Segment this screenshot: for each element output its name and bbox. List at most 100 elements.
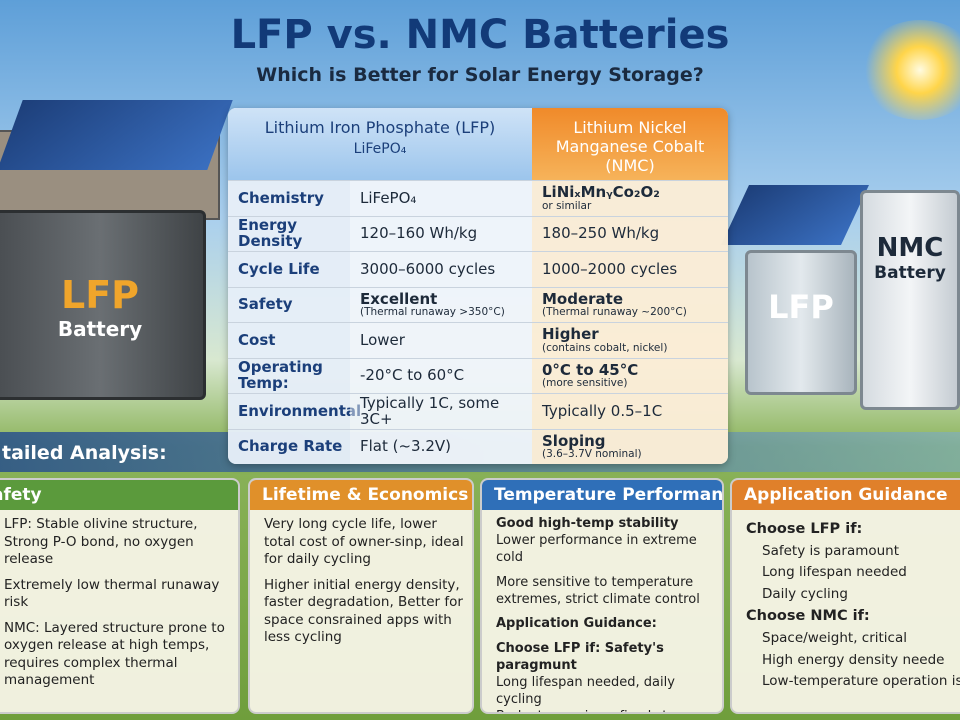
cell-text: LiFePO₄ — [360, 188, 417, 207]
table-cell: Safety — [228, 287, 350, 323]
column-formula: LiFePO₄ — [353, 141, 407, 157]
table-cell: Cost — [228, 323, 350, 358]
card-title: Application Guidance — [732, 480, 960, 510]
cell-note: (more sensitive) — [542, 377, 628, 390]
card-text: Good high-temp stability — [496, 516, 679, 531]
cell-text: Flat (~3.2V) — [360, 437, 452, 456]
table-cell: LiNiₓMnᵧCo₂O₂ or similar — [532, 181, 728, 216]
table-cell: 120–160 Wh/kg — [350, 216, 532, 252]
guidance-item: Long lifespan needed — [762, 564, 907, 581]
table-cell: LiFePO₄ — [350, 181, 532, 216]
cell-text: Lower — [360, 330, 405, 349]
table-row: Safety Excellent (Thermal runaway >350°C) M… — [228, 286, 728, 323]
guidance-heading: Choose NMC if: — [746, 608, 870, 625]
card-text: Application Guidance: — [496, 616, 657, 632]
column-title: Lithium Nickel Manganese Cobalt (NMC) — [555, 118, 705, 175]
table-row: Chemistry LiFePO₄ LiNiₓMnᵧCo₂O₂ or similar — [228, 180, 728, 216]
card-text: Lower performance in extreme cold — [496, 532, 697, 565]
card-title: Temperature Performance — [482, 480, 722, 510]
table-cell: Cycle Life — [228, 252, 350, 287]
table-row: Cost Lower Higher (contains cobalt, nickel) — [228, 322, 728, 358]
cell-text: Charge Rate — [238, 437, 343, 456]
card-title: Lifetime & Economics — [250, 480, 472, 510]
cell-note: (Thermal runaway >350°C) — [360, 306, 505, 319]
table-cell: Operating Temp: — [228, 358, 350, 394]
solar-panel — [721, 185, 869, 245]
cell-note: (contains cobalt, nickel) — [542, 341, 668, 354]
card-text: Extremely low thermal runaway risk — [4, 576, 220, 611]
title: LFP vs. NMC Batteries — [230, 12, 730, 58]
cell-text: Operating Temp: — [238, 358, 323, 392]
card-text: Budget-conscious, fixed storage — [496, 709, 714, 712]
lfp-battery: LFP Battery — [0, 210, 206, 400]
guidance-heading: Choose LFP if: — [746, 521, 863, 537]
table-cell: Flat (~3.2V) — [350, 429, 532, 464]
cell-text: Cycle Life — [238, 259, 320, 278]
battery-label: LFP — [60, 273, 140, 317]
card: Lifetime & Economics Very long cycle life… — [248, 478, 474, 714]
cell-text: 1000–2000 cycles — [542, 259, 678, 278]
cell-text: 180–250 Wh/kg — [542, 224, 660, 243]
cell-text: 3000–6000 cycles — [360, 259, 496, 278]
table-cell: Typically 1C, some 3C+ — [350, 394, 532, 429]
card-body: LFP: Stable olivine structure, Strong P-… — [0, 510, 238, 690]
card-text: Very long cycle life, lower total cost o… — [264, 516, 464, 568]
card-body: Choose LFP if: Safety is paramount Long li… — [732, 510, 960, 691]
table-cell: Typically 0.5–1C — [532, 394, 728, 429]
cell-text: 0°C to 45°C — [542, 360, 639, 379]
solar-panel — [0, 100, 233, 170]
cell-text: Moderate — [542, 289, 624, 308]
card: afety LFP: Stable olivine structure, Stro… — [0, 478, 240, 714]
table-cell: Lower — [350, 323, 532, 358]
table-cell: -20°C to 60°C — [350, 358, 532, 394]
battery-sublabel: Battery — [874, 263, 946, 283]
nmc-battery: NMC Battery — [860, 190, 960, 410]
table-cell: 0°C to 45°C (more sensitive) — [532, 358, 728, 394]
cell-text: 120–160 Wh/kg — [360, 224, 478, 243]
card-text: Choose LFP if: Safety's paragmunt — [496, 641, 664, 674]
battery-sublabel: Battery — [57, 317, 143, 341]
table-cell: Higher (contains cobalt, nickel) — [532, 323, 728, 358]
table-cell: Charge Rate — [228, 429, 350, 464]
card: Temperature Performance Good high-temp st… — [480, 478, 724, 714]
card-title: afety — [0, 480, 238, 510]
subtitle: Which is Better for Solar Energy Storage… — [256, 64, 704, 86]
table-cell: Energy Density — [228, 216, 350, 252]
column-header: Lithium Iron Phosphate (LFP) LiFePO₄ — [228, 108, 532, 180]
cell-text: Typically 0.5–1C — [542, 401, 663, 420]
comparison-table: Lithium Iron Phosphate (LFP) LiFePO₄ Lithi… — [228, 108, 728, 464]
battery-label: LFP — [768, 288, 834, 326]
table-cell: 180–250 Wh/kg — [532, 216, 728, 252]
cell-text: Sloping — [542, 431, 606, 450]
cell-text: Chemistry — [238, 188, 324, 207]
column-title: Lithium Iron Phosphate (LFP) — [264, 118, 496, 137]
cell-text: Typically 1C, some 3C+ — [360, 393, 500, 428]
cell-text: Excellent — [360, 289, 438, 308]
guidance-item: Daily cycling — [762, 585, 848, 602]
table-cell: Sloping (3.6–3.7V nominal) — [532, 429, 728, 464]
cell-note: (Thermal runaway ~200°C) — [542, 306, 687, 319]
table-row: Energy Density 120–160 Wh/kg 180–250 Wh/kg — [228, 215, 728, 252]
cell-text: Environmental — [238, 401, 362, 420]
cell-text: Higher — [542, 325, 599, 344]
card-text: Long lifespan needed, daily cycling — [496, 675, 675, 708]
card-body: Good high-temp stability Lower performanc… — [482, 510, 722, 712]
cell-text: LiNiₓMnᵧCo₂O₂ — [542, 183, 660, 202]
cell-note: (3.6–3.7V nominal) — [542, 448, 642, 461]
table-cell: 3000–6000 cycles — [350, 252, 532, 287]
card-text: LFP: Stable olivine structure, Strong P-… — [4, 516, 198, 568]
card-text: NMC: Layered structure prone to oxygen r… — [4, 619, 225, 689]
table-cell: Moderate (Thermal runaway ~200°C) — [532, 287, 728, 323]
cell-note: or similar — [542, 199, 592, 212]
table-cell: Chemistry — [228, 181, 350, 216]
cell-text: Safety — [238, 295, 293, 314]
table-cell: Environmental — [228, 394, 362, 429]
column-header: Lithium Nickel Manganese Cobalt (NMC) — [532, 108, 728, 180]
card-body: Very long cycle life, lower total cost o… — [250, 510, 472, 647]
table-row: Operating Temp: -20°C to 60°C 0°C to 45°C(… — [228, 357, 728, 394]
cell-text: Cost — [238, 330, 276, 349]
table-cell: 1000–2000 cycles — [532, 252, 728, 287]
guidance-item: Low-temperature operation is ess — [762, 673, 960, 690]
cell-text: Energy Density — [238, 216, 303, 250]
